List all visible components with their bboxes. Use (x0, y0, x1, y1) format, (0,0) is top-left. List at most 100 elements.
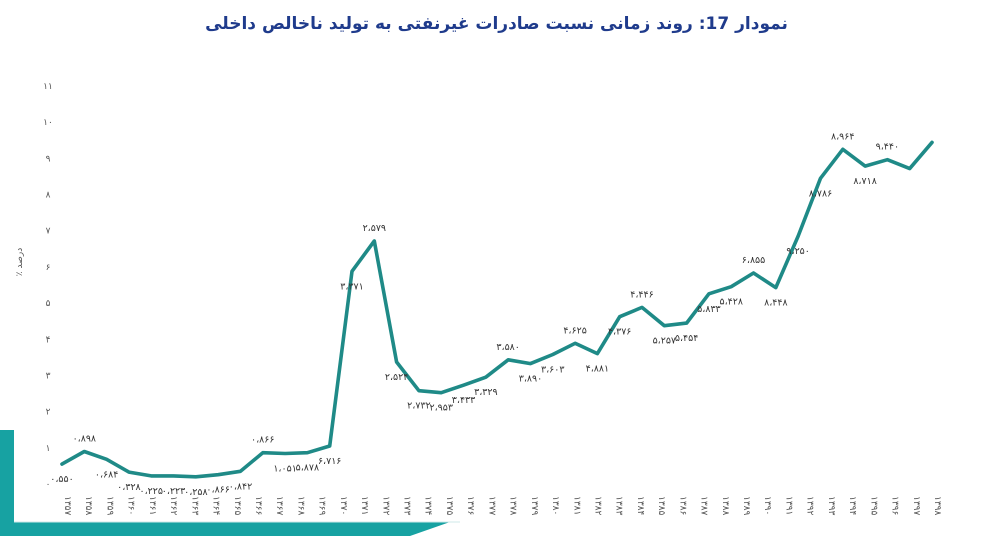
data-label: ۲،۹۵۳ (429, 403, 452, 414)
x-tick-label: ۱۳۶۸ (295, 496, 305, 516)
x-tick-label: ۱۳۷۱ (359, 496, 369, 515)
y-tick-label: ۵ (46, 299, 51, 309)
y-tick-label: ۴ (46, 335, 51, 345)
x-tick-label: ۱۳۹۷ (911, 496, 921, 516)
y-axis-ticks: ۰ ۱ ۲ ۳ ۴ ۵ ۶ ۷ ۸ ۹ ۱۰ ۱۱ (43, 82, 53, 490)
y-tick-label: ۱۰ (43, 118, 53, 128)
data-label: ۳،۴۳۳ (452, 395, 475, 406)
x-tick-label: ۱۳۶۰ (126, 496, 136, 515)
data-label: ۰،۵۵۰ (50, 474, 73, 485)
data-labels: ۰،۵۵۰۰،۸۹۸۰،۶۸۴۰،۳۲۸۰،۲۲۵۰،۲۲۳۰،۲۵۸۰،۸۶۶… (50, 131, 899, 497)
x-tick-label: ۱۳۶۳ (189, 496, 199, 516)
y-tick-label: ۱۱ (43, 82, 53, 92)
x-tick-label: ۱۳۵۷ (62, 496, 72, 516)
data-label: ۹،۲۵۰ (786, 246, 809, 257)
data-label: ۶،۸۵۵ (742, 255, 765, 266)
y-tick-label: ۱ (46, 444, 51, 454)
x-tick-label: ۱۳۷۹ (529, 496, 539, 516)
y-tick-label: ۰ (46, 480, 51, 490)
y-tick-label: ۷ (46, 227, 51, 237)
data-label: ۳،۶۰۳ (541, 364, 564, 375)
data-label: ۶،۷۱۶ (318, 456, 341, 467)
x-tick-label: ۱۳۶۶ (253, 496, 263, 516)
y-axis-label: ٪ درصد (15, 248, 25, 276)
x-tick-label: ۱۳۵۸ (83, 496, 93, 516)
data-label: ۰،۸۶۶ (206, 485, 229, 496)
x-axis-ticks: ۱۳۵۷ ۱۳۵۸ ۱۳۵۹ ۱۳۶۰ ۱۳۶۱ ۱۳۶۲ ۱۳۶۳ ۱۳۶۴ ۱۳۶۵ ۱۳۶۶… (62, 496, 942, 516)
data-label: ۰،۲۵۸ (184, 487, 207, 498)
data-label: ۵،۲۵۷ (653, 336, 676, 347)
x-tick-label: ۱۳۹۴ (847, 496, 857, 516)
data-label: ۵،۴۲۸ (719, 297, 742, 308)
data-label: ۵،۸۷۸ (296, 463, 319, 474)
data-label: ۳،۸۹۰ (519, 374, 542, 385)
data-label: ۵،۴۵۴ (675, 333, 698, 344)
x-tick-label: ۱۳۶۴ (211, 496, 221, 516)
x-tick-label: ۱۳۸۷ (699, 496, 709, 516)
x-tick-label: ۱۳۸۹ (741, 496, 751, 516)
data-label: ۴،۶۲۵ (563, 325, 586, 336)
x-tick-label: ۱۳۸۳ (614, 496, 624, 516)
x-tick-label: ۱۳۶۵ (232, 496, 242, 516)
data-label: ۵،۸۳۳ (697, 304, 720, 315)
x-tick-label: ۱۳۶۹ (317, 496, 327, 516)
x-tick-label: ۱۳۸۴ (635, 496, 645, 516)
x-tick-label: ۱۳۵۹ (104, 496, 114, 516)
data-label: ۰،۶۸۴ (95, 469, 118, 480)
data-label: ۲،۵۲۴ (385, 372, 408, 383)
x-tick-label: ۱۳۶۲ (168, 496, 178, 516)
x-tick-label: ۱۳۸۰ (550, 496, 560, 515)
x-tick-label: ۱۳۹۰ (762, 496, 772, 515)
data-label: ۰،۸۹۸ (73, 434, 96, 445)
x-tick-label: ۱۳۷۶ (465, 496, 475, 516)
x-tick-label: ۱۳۸۸ (720, 496, 730, 516)
y-tick-label: ۳ (46, 371, 51, 381)
data-label: ۸،۷۸۶ (809, 188, 832, 199)
series-line (60, 140, 934, 479)
x-tick-label: ۱۳۶۷ (274, 496, 284, 516)
data-label: ۹،۴۴۰ (876, 142, 899, 153)
y-tick-label: ۶ (46, 263, 51, 273)
data-label: ۴،۸۸۱ (586, 364, 609, 375)
x-tick-label: ۱۳۷۵ (444, 496, 454, 516)
x-tick-label: ۱۳۹۸ (932, 496, 942, 516)
x-tick-label: ۱۳۷۸ (508, 496, 518, 516)
x-tick-label: ۱۳۷۲ (380, 496, 390, 516)
x-tick-label: ۱۳۹۳ (826, 496, 836, 516)
data-label: ۰،۳۲۸ (117, 482, 140, 493)
x-tick-label: ۱۳۷۷ (486, 496, 496, 516)
x-tick-label: ۱۳۷۰ (338, 496, 348, 515)
x-tick-label: ۱۳۸۶ (677, 496, 687, 516)
data-label: ۰،۸۴۲ (229, 481, 252, 492)
data-label: ۸،۹۶۴ (831, 131, 854, 142)
x-tick-label: ۱۳۷۴ (423, 496, 433, 516)
data-label: ۴،۴۴۶ (630, 289, 653, 300)
data-label: ۲،۵۷۹ (363, 223, 386, 234)
data-label: ۸،۷۱۸ (853, 176, 876, 187)
x-tick-label: ۱۳۹۱ (783, 496, 793, 515)
data-label: ۰،۲۲۳ (162, 486, 185, 497)
x-tick-label: ۱۳۹۵ (868, 496, 878, 516)
data-label: ۳،۳۲۹ (474, 387, 497, 398)
data-label: ۰،۲۲۵ (139, 486, 162, 497)
data-label: ۳،۵۸۰ (496, 342, 519, 353)
y-tick-label: ۲ (46, 408, 51, 418)
teal-corner-band (0, 430, 450, 536)
y-tick-label: ۸ (46, 191, 51, 201)
x-tick-label: ۱۳۹۶ (890, 496, 900, 516)
data-label: ۸،۴۴۸ (764, 298, 787, 309)
y-tick-label: ۹ (46, 154, 51, 164)
x-tick-label: ۱۳۸۱ (571, 496, 581, 515)
data-label: ۰،۸۶۶ (251, 435, 274, 446)
x-tick-label: ۱۳۶۱ (147, 496, 157, 515)
data-label: ۴،۳۷۶ (608, 327, 631, 338)
chart-title: نمودار 17: روند زمانی نسبت صادرات غیرنفت… (205, 14, 788, 34)
x-tick-label: ۱۳۷۳ (402, 496, 412, 516)
x-tick-label: ۱۳۹۲ (805, 496, 815, 516)
data-label: ۳،۳۷۱ (340, 281, 363, 292)
data-label: ۱،۰۵۱ (273, 464, 296, 475)
x-tick-label: ۱۳۸۲ (592, 496, 602, 516)
x-tick-label: ۱۳۸۵ (656, 496, 666, 516)
data-label: ۲،۷۳۲ (407, 401, 430, 412)
